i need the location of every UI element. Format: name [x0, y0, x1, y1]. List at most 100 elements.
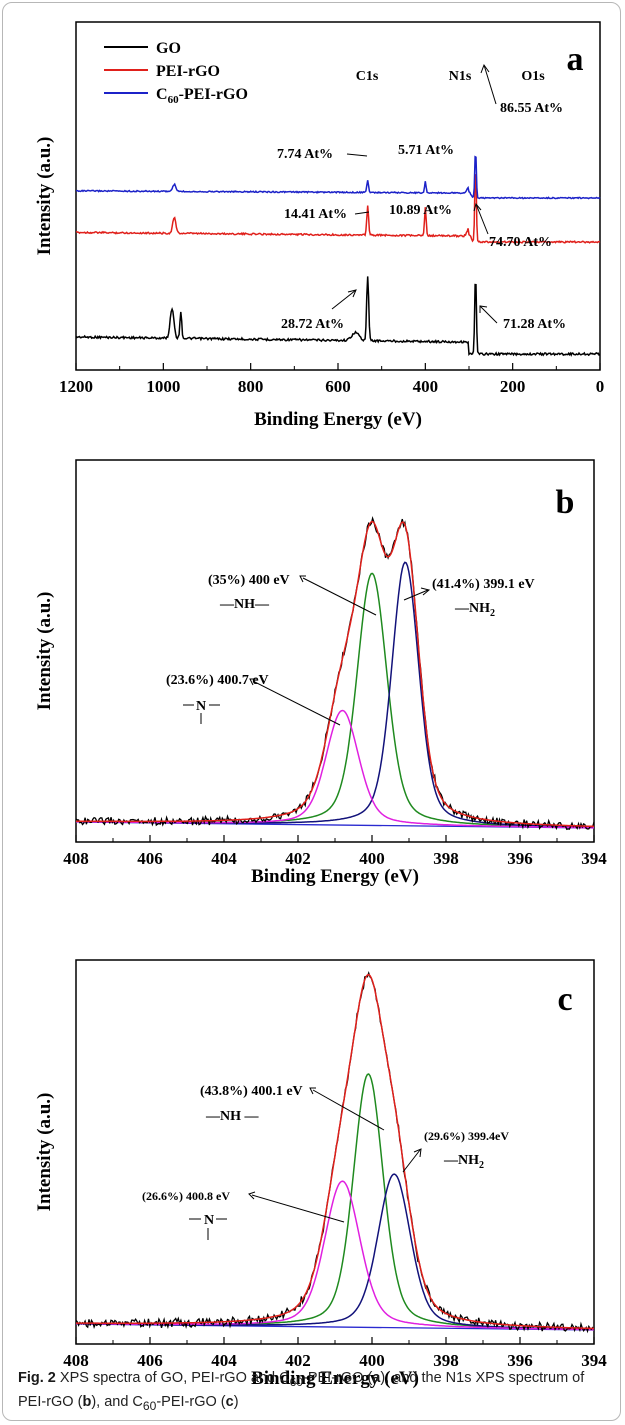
x-tick-label: 396 — [507, 849, 533, 868]
annotation-n-group-c: N — [204, 1213, 214, 1228]
caption-fig-label: Fig. 2 — [18, 1370, 56, 1386]
caption-sub: 60 — [289, 1374, 304, 1389]
x-tick-label: 400 — [413, 377, 439, 396]
annotation-n1s-pei: 10.89 At% — [389, 203, 452, 218]
panel-c-label: c — [557, 981, 572, 1018]
annotation-arrowhead — [420, 587, 431, 596]
x-tick-label: 398 — [433, 1351, 459, 1370]
x-tick-label: 1000 — [146, 377, 180, 396]
plot-b-frame — [75, 459, 595, 843]
series-line-c60-pei-rgo — [75, 155, 601, 200]
annotation-arrowhead — [309, 1087, 316, 1095]
fit-component-2 — [76, 709, 594, 829]
x-tick-label: 1200 — [59, 377, 93, 396]
x-tick-label: 404 — [211, 849, 237, 868]
annotation-c1s-c60: 86.55 At% — [500, 101, 563, 116]
legend-label-go: GO — [156, 40, 181, 57]
panel-a: 1200 1000 800 600 400 200 0 GO PEI-rGO C60-PEI… — [34, 21, 604, 430]
x-tick-label: 400 — [359, 1351, 385, 1370]
panel-c-x-ticks: 408 406 404 402 400 398 396 394 — [63, 1337, 607, 1370]
annotation-nh2-group-c: —NH2 — [443, 1153, 484, 1171]
x-tick-label: 800 — [238, 377, 264, 396]
panel-b-label: b — [556, 484, 575, 521]
annotation-o1s-c60: 7.74 At% — [277, 147, 333, 162]
annotation-arrow — [403, 589, 429, 601]
annotation-n-pct-c: (26.6%) 400.8 eV — [142, 1189, 230, 1203]
x-tick-label: 400 — [359, 849, 385, 868]
x-tick-label: 600 — [325, 377, 351, 396]
panel-b-x-axis-label: Binding Energy (eV) — [251, 866, 419, 887]
x-tick-label: 402 — [285, 1351, 311, 1370]
panel-c-annotations: (43.8%) 400.1 eV —NH — (29.6%) 399.4eV —… — [142, 1084, 509, 1240]
panel-c-x-axis-label: Binding Energy (eV) — [251, 1368, 419, 1389]
annotation-arrow — [312, 1089, 385, 1131]
x-tick-label: 200 — [500, 377, 526, 396]
annotation-arrow — [479, 305, 498, 324]
annotation-arrowhead — [473, 202, 482, 212]
caption-text: -PEI-rGO ( — [303, 1370, 373, 1386]
caption-text: ) — [233, 1393, 239, 1410]
x-tick-label: 394 — [581, 1351, 607, 1370]
x-tick-label: 394 — [581, 849, 607, 868]
fit-component-2 — [75, 1180, 594, 1331]
annotation-arrowhead — [248, 1191, 256, 1200]
panel-a-label: a — [567, 41, 584, 78]
x-tick-label: 396 — [507, 1351, 533, 1370]
annotation-o1s-go: 28.72 At% — [281, 317, 344, 332]
annotation-n-pct: (23.6%) 400.7 eV — [166, 673, 269, 688]
panel-b: 408 406 404 402 400 398 396 394 b (35%) 400 eV … — [34, 459, 607, 887]
annotation-nh2-pct-c: (29.6%) 399.4eV — [424, 1129, 509, 1143]
panel-a-series — [75, 155, 601, 357]
x-tick-label: 406 — [137, 1351, 163, 1370]
annotation-arrowhead — [347, 289, 357, 298]
panel-a-x-ticks: 1200 1000 800 600 400 200 0 — [59, 363, 604, 396]
x-tick-label: 406 — [137, 849, 163, 868]
panel-c: 408 406 404 402 400 398 396 394 c (43.8%) 400.1… — [34, 959, 607, 1389]
annotation-nh-group-c: —NH — — [205, 1109, 260, 1124]
caption-text: ), and the N1s XPS spectrum of PEI-rGO ( — [18, 1370, 585, 1410]
caption-sub: 60 — [142, 1398, 157, 1413]
panel-b-x-ticks: 408 406 404 402 400 398 396 394 — [63, 835, 607, 868]
peak-label-c1s: C1s — [356, 69, 379, 84]
legend-label-c60-pei-rgo: C60-PEI-rGO — [156, 86, 248, 106]
panel-c-series — [75, 970, 595, 1334]
caption-text: ), and C — [91, 1393, 143, 1410]
x-tick-label: 404 — [211, 1351, 237, 1370]
annotation-arrow — [331, 289, 357, 310]
panel-a-y-axis-label: Intensity (a.u.) — [34, 137, 55, 256]
annotation-n-group: N — [196, 699, 206, 714]
panel-a-annotations: 86.55 At% 7.74 At% 5.71 At% 14.41 At% 10… — [277, 63, 566, 332]
annotation-arrowhead — [299, 575, 306, 583]
annotation-arrow — [402, 1149, 421, 1173]
caption-text: XPS spectra of GO, PEI-rGO and C — [55, 1370, 290, 1386]
annotation-nh-group: —NH— — [219, 597, 270, 612]
caption-panel-ref: a — [372, 1370, 381, 1386]
annotation-arrow — [346, 153, 368, 157]
legend-label-pei-rgo: PEI-rGO — [156, 63, 220, 80]
peak-label-o1s: O1s — [521, 69, 545, 84]
figure-caption: Fig. 2 XPS spectra of GO, PEI-rGO and C6… — [18, 1368, 608, 1416]
annotation-arrowhead — [479, 305, 488, 313]
fit-component-0 — [75, 572, 595, 829]
x-tick-label: 408 — [63, 1351, 89, 1370]
annotation-arrow — [302, 577, 377, 616]
x-tick-label: 0 — [596, 377, 605, 396]
annotation-nh2-group: —NH2 — [454, 601, 495, 619]
annotation-arrow — [251, 1194, 345, 1223]
x-tick-label: 408 — [63, 849, 89, 868]
series-line-pei-rgo — [75, 173, 601, 245]
x-tick-label: 398 — [433, 849, 459, 868]
annotation-arrow — [354, 211, 370, 215]
annotation-nh-pct-c: (43.8%) 400.1 eV — [200, 1084, 303, 1099]
annotation-n1s-c60: 5.71 At% — [398, 143, 454, 158]
panel-c-y-axis-label: Intensity (a.u.) — [34, 1093, 55, 1212]
caption-panel-ref: c — [225, 1393, 234, 1410]
annotation-arrow — [252, 680, 341, 726]
panel-b-series — [75, 516, 595, 831]
annotation-arrow — [475, 203, 489, 235]
annotation-nh-pct: (35%) 400 eV — [208, 573, 290, 588]
fit-envelope — [76, 520, 595, 828]
annotation-c1s-go: 71.28 At% — [503, 317, 566, 332]
raw-spectrum — [75, 516, 595, 831]
